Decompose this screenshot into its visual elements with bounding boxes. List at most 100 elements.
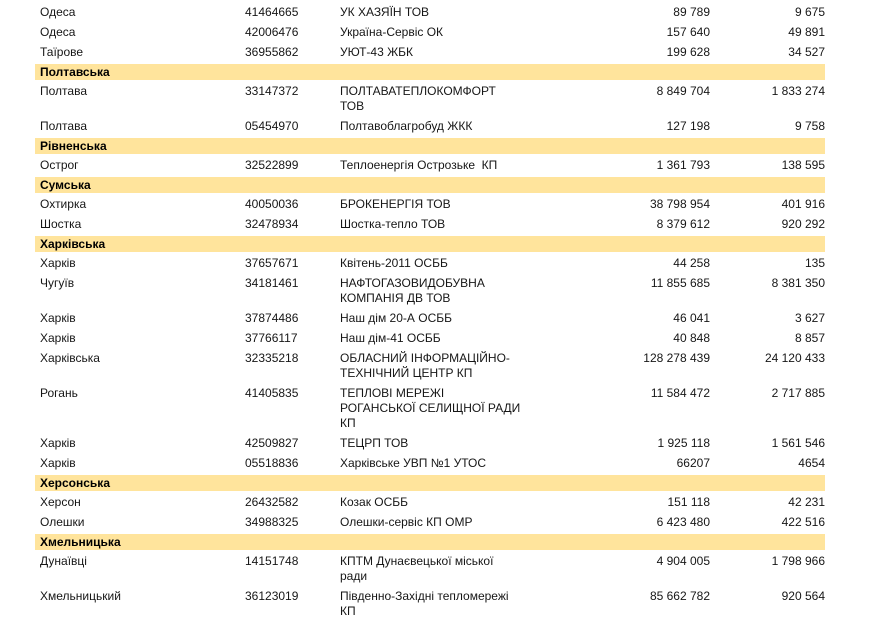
amount2-cell: 3 627 — [794, 310, 825, 325]
table-row: Дунаївці 14151748 КПТМ Дунаєвецької місько… — [35, 551, 825, 586]
edrpou-code-cell: 37657671 — [245, 255, 299, 270]
company-cell: УЮТ-43 ЖБК — [340, 44, 414, 59]
amount1-cell: 127 198 — [666, 118, 710, 133]
city-cell: Одеса — [40, 4, 76, 19]
amount1-cell: 1 361 793 — [656, 157, 710, 172]
table-row: Полтава 05454970 Полтавоблагробуд ЖКК 127 1… — [35, 116, 825, 136]
table-row: Харків 05518836 Харківське УВП №1 УТОС 6620… — [35, 453, 825, 473]
edrpou-code-cell: 42509827 — [245, 435, 299, 450]
amount2-cell: 8 857 — [794, 330, 825, 345]
amount2-cell: 9 675 — [794, 4, 825, 19]
amount1-cell: 151 118 — [667, 494, 711, 509]
table-row: Харків 37766117 Наш дім-41 ОСББ 40 848 8 857 — [35, 328, 825, 348]
amount1-cell: 6 423 480 — [656, 514, 710, 529]
table-row: Чугуїв 34181461 НАФТОГАЗОВИДОБУВНА КОМПАНІ… — [35, 273, 825, 308]
city-cell: Дунаївці — [40, 553, 87, 568]
table-row: Острог 32522899 Теплоенергія Острозьке КП 1… — [35, 155, 825, 175]
edrpou-code-cell: 36123019 — [245, 588, 299, 603]
region-band: Херсонська — [35, 474, 825, 491]
table-row: Харків 37657671 Квітень-2011 ОСББ 44 258 135 — [35, 253, 825, 273]
amount1-cell: 1 925 118 — [657, 435, 711, 450]
company-cell: Південно-Західні тепломережі КП — [340, 588, 509, 618]
table-row: Полтава 33147372 ПОЛТАВАТЕПЛОКОМФОРТ ТОВ 8 … — [35, 81, 825, 116]
company-cell: Квітень-2011 ОСББ — [340, 255, 448, 270]
company-cell: Полтавоблагробуд ЖКК — [340, 118, 473, 133]
amount1-cell: 8 379 612 — [656, 216, 710, 231]
city-cell: Херсон — [40, 494, 81, 509]
city-cell: Рогань — [40, 385, 78, 400]
city-cell: Олешки — [40, 514, 85, 529]
amount1-cell: 38 798 954 — [649, 196, 710, 211]
table-row: Харків 37874486 Наш дім 20-А ОСББ 46 041 3 6… — [35, 308, 825, 328]
city-cell: Харківська — [40, 350, 100, 365]
amount1-cell: 4 904 005 — [656, 553, 710, 568]
amount2-cell: 4654 — [798, 455, 825, 470]
table-row: Рогань 41405835 ТЕПЛОВІ МЕРЕЖІ РОГАНСЬКОЇ … — [35, 383, 825, 433]
edrpou-code-cell: 37874486 — [245, 310, 299, 325]
table-row: Одеса 42006476 Україна-Сервіс ОК 157 640 49 … — [35, 22, 825, 42]
city-cell: Харків — [40, 435, 76, 450]
company-cell: Козак ОСББ — [340, 494, 409, 509]
amount1-cell: 157 640 — [666, 24, 710, 39]
edrpou-code-cell: 41405835 — [245, 385, 299, 400]
table-row: Охтирка 40050036 БРОКЕНЕРГІЯ ТОВ 38 798 954… — [35, 194, 825, 214]
city-cell: Охтирка — [40, 196, 87, 211]
amount2-cell: 422 516 — [781, 514, 825, 529]
company-cell: ТЕПЛОВІ МЕРЕЖІ РОГАНСЬКОЇ СЕЛИЩНОЇ РАДИ … — [340, 385, 521, 430]
edrpou-code-cell: 37766117 — [245, 330, 298, 345]
amount1-cell: 11 855 685 — [650, 275, 710, 290]
table-row: Шостка 32478934 Шостка-тепло ТОВ 8 379 612 9… — [35, 214, 825, 234]
table-row: Таїрове 36955862 УЮТ-43 ЖБК 199 628 34 527 — [35, 42, 825, 62]
city-cell: Полтава — [40, 83, 87, 98]
edrpou-code-cell: 40050036 — [245, 196, 299, 211]
amount2-cell: 138 595 — [781, 157, 825, 172]
company-cell: УК ХАЗЯЇН ТОВ — [340, 4, 430, 19]
city-cell: Шостка — [40, 216, 82, 231]
company-cell: Теплоенергія Острозьке КП — [340, 157, 498, 172]
table-row: Одеса 41464665 УК ХАЗЯЇН ТОВ 89 789 9 675 — [35, 2, 825, 22]
amount1-cell: 199 628 — [666, 44, 710, 59]
company-cell: Наш дім 20-А ОСББ — [340, 310, 452, 325]
edrpou-code-cell: 32478934 — [245, 216, 299, 231]
company-cell: БРОКЕНЕРГІЯ ТОВ — [340, 196, 451, 211]
region-band: Рівненська — [35, 137, 825, 154]
company-cell: НАФТОГАЗОВИДОБУВНА КОМПАНІЯ ДВ ТОВ — [340, 275, 485, 305]
amount2-cell: 49 891 — [788, 24, 825, 39]
amount1-cell: 44 258 — [673, 255, 710, 270]
amount2-cell: 42 231 — [788, 494, 825, 509]
amount2-cell: 401 916 — [781, 196, 825, 211]
amount1-cell: 11 584 472 — [650, 385, 710, 400]
region-band: Хмельницька — [35, 533, 825, 550]
region-band: Полтавська — [35, 63, 825, 80]
edrpou-code-cell: 14151748 — [245, 553, 299, 568]
company-cell: Олешки-сервіс КП ОМР — [340, 514, 473, 529]
amount2-cell: 24 120 433 — [764, 350, 825, 365]
amount2-cell: 1 561 546 — [771, 435, 825, 450]
amount2-cell: 1 833 274 — [771, 83, 825, 98]
company-cell: ОБЛАСНИЙ ІНФОРМАЦІЙНО- ТЕХНІЧНИЙ ЦЕНТР К… — [340, 350, 510, 380]
report-table: Одеса 41464665 УК ХАЗЯЇН ТОВ 89 789 9 675 Оде… — [35, 2, 825, 621]
amount2-cell: 920 292 — [781, 216, 825, 231]
city-cell: Чугуїв — [40, 275, 75, 290]
edrpou-code-cell: 36955862 — [245, 44, 299, 59]
edrpou-code-cell: 32522899 — [245, 157, 299, 172]
edrpou-code-cell: 05454970 — [245, 118, 299, 133]
amount2-cell: 34 527 — [788, 44, 825, 59]
edrpou-code-cell: 34181461 — [245, 275, 299, 290]
city-cell: Полтава — [40, 118, 87, 133]
city-cell: Одеса — [40, 24, 76, 39]
company-cell: ТЕЦРП ТОВ — [340, 435, 409, 450]
amount2-cell: 135 — [804, 255, 825, 270]
amount1-cell: 46 041 — [673, 310, 710, 325]
table-row: Олешки 34988325 Олешки-сервіс КП ОМР 6 423 … — [35, 512, 825, 532]
city-cell: Харків — [40, 330, 76, 345]
city-cell: Хмельницький — [40, 588, 121, 603]
city-cell: Харків — [40, 255, 76, 270]
amount1-cell: 8 849 704 — [656, 83, 710, 98]
edrpou-code-cell: 42006476 — [245, 24, 299, 39]
company-cell: Україна-Сервіс ОК — [340, 24, 444, 39]
amount2-cell: 1 798 966 — [771, 553, 825, 568]
table-row: Херсон 26432582 Козак ОСББ 151 118 42 231 — [35, 492, 825, 512]
amount1-cell: 85 662 782 — [649, 588, 710, 603]
